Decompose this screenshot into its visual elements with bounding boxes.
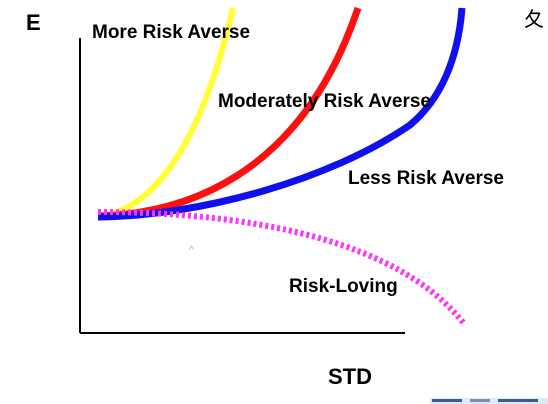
label-moderately-risk-averse: Moderately Risk Averse — [218, 91, 431, 112]
label-risk-loving: Risk-Loving — [289, 276, 398, 297]
corner-glyph: 夂 — [524, 7, 544, 31]
thumbnail-strip — [430, 398, 548, 404]
curve-less-risk-averse — [97, 7, 466, 221]
label-less-risk-averse: Less Risk Averse — [348, 168, 504, 189]
small-mark: ^ — [189, 245, 194, 256]
x-axis-label: STD — [328, 364, 372, 389]
label-more-risk-averse: More Risk Averse — [92, 22, 250, 43]
y-axis-label: E — [26, 10, 41, 35]
curve-risk-loving — [97, 209, 468, 327]
